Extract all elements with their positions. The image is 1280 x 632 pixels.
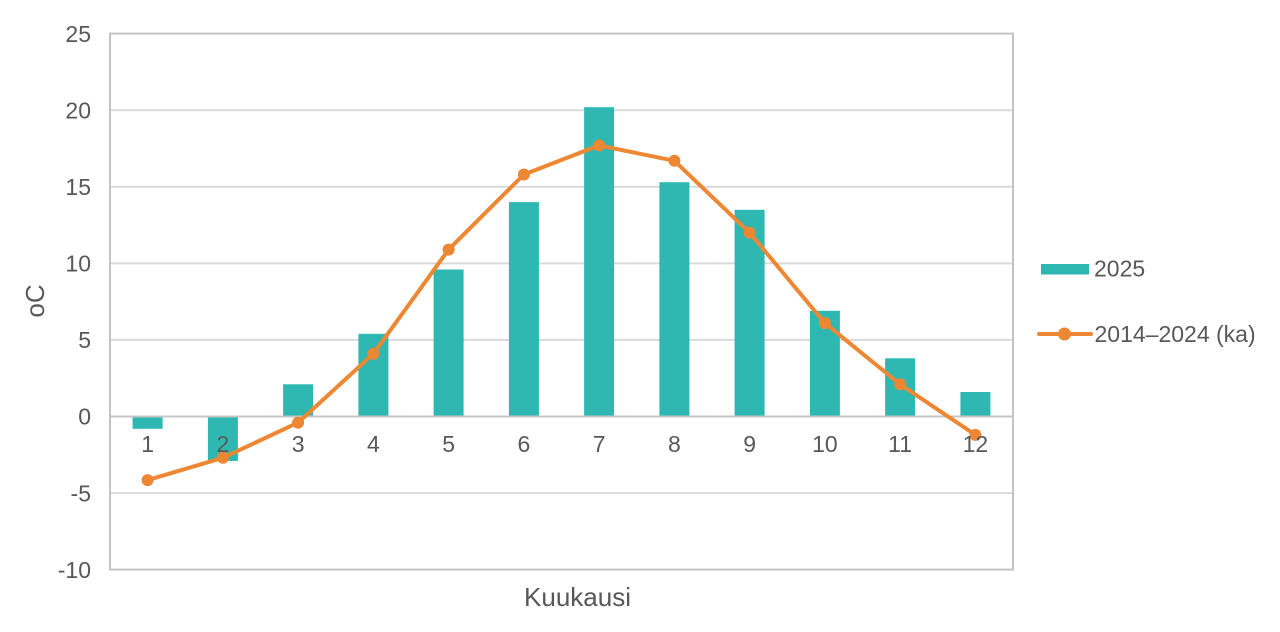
svg-text:25: 25 [65,21,91,47]
svg-text:9: 9 [743,431,756,457]
svg-text:12: 12 [963,431,989,457]
svg-text:1: 1 [141,431,154,457]
svg-text:Kuukausi: Kuukausi [524,582,631,612]
svg-text:10: 10 [65,251,91,277]
svg-text:7: 7 [593,431,606,457]
svg-text:2014–2024 (ka): 2014–2024 (ka) [1095,321,1256,347]
svg-text:8: 8 [668,431,681,457]
svg-text:11: 11 [888,431,912,457]
svg-text:15: 15 [65,174,91,200]
svg-text:3: 3 [292,431,305,457]
svg-text:20: 20 [65,97,91,123]
svg-text:5: 5 [442,431,455,457]
svg-text:-5: -5 [71,480,91,506]
svg-text:2: 2 [217,431,230,457]
svg-text:6: 6 [518,431,531,457]
svg-text:-10: -10 [58,557,91,583]
svg-text:10: 10 [812,431,838,457]
svg-text:0: 0 [78,404,91,430]
svg-text:oC: oC [20,284,50,317]
svg-text:4: 4 [367,431,380,457]
svg-text:5: 5 [78,327,91,353]
svg-text:2025: 2025 [1094,256,1145,282]
